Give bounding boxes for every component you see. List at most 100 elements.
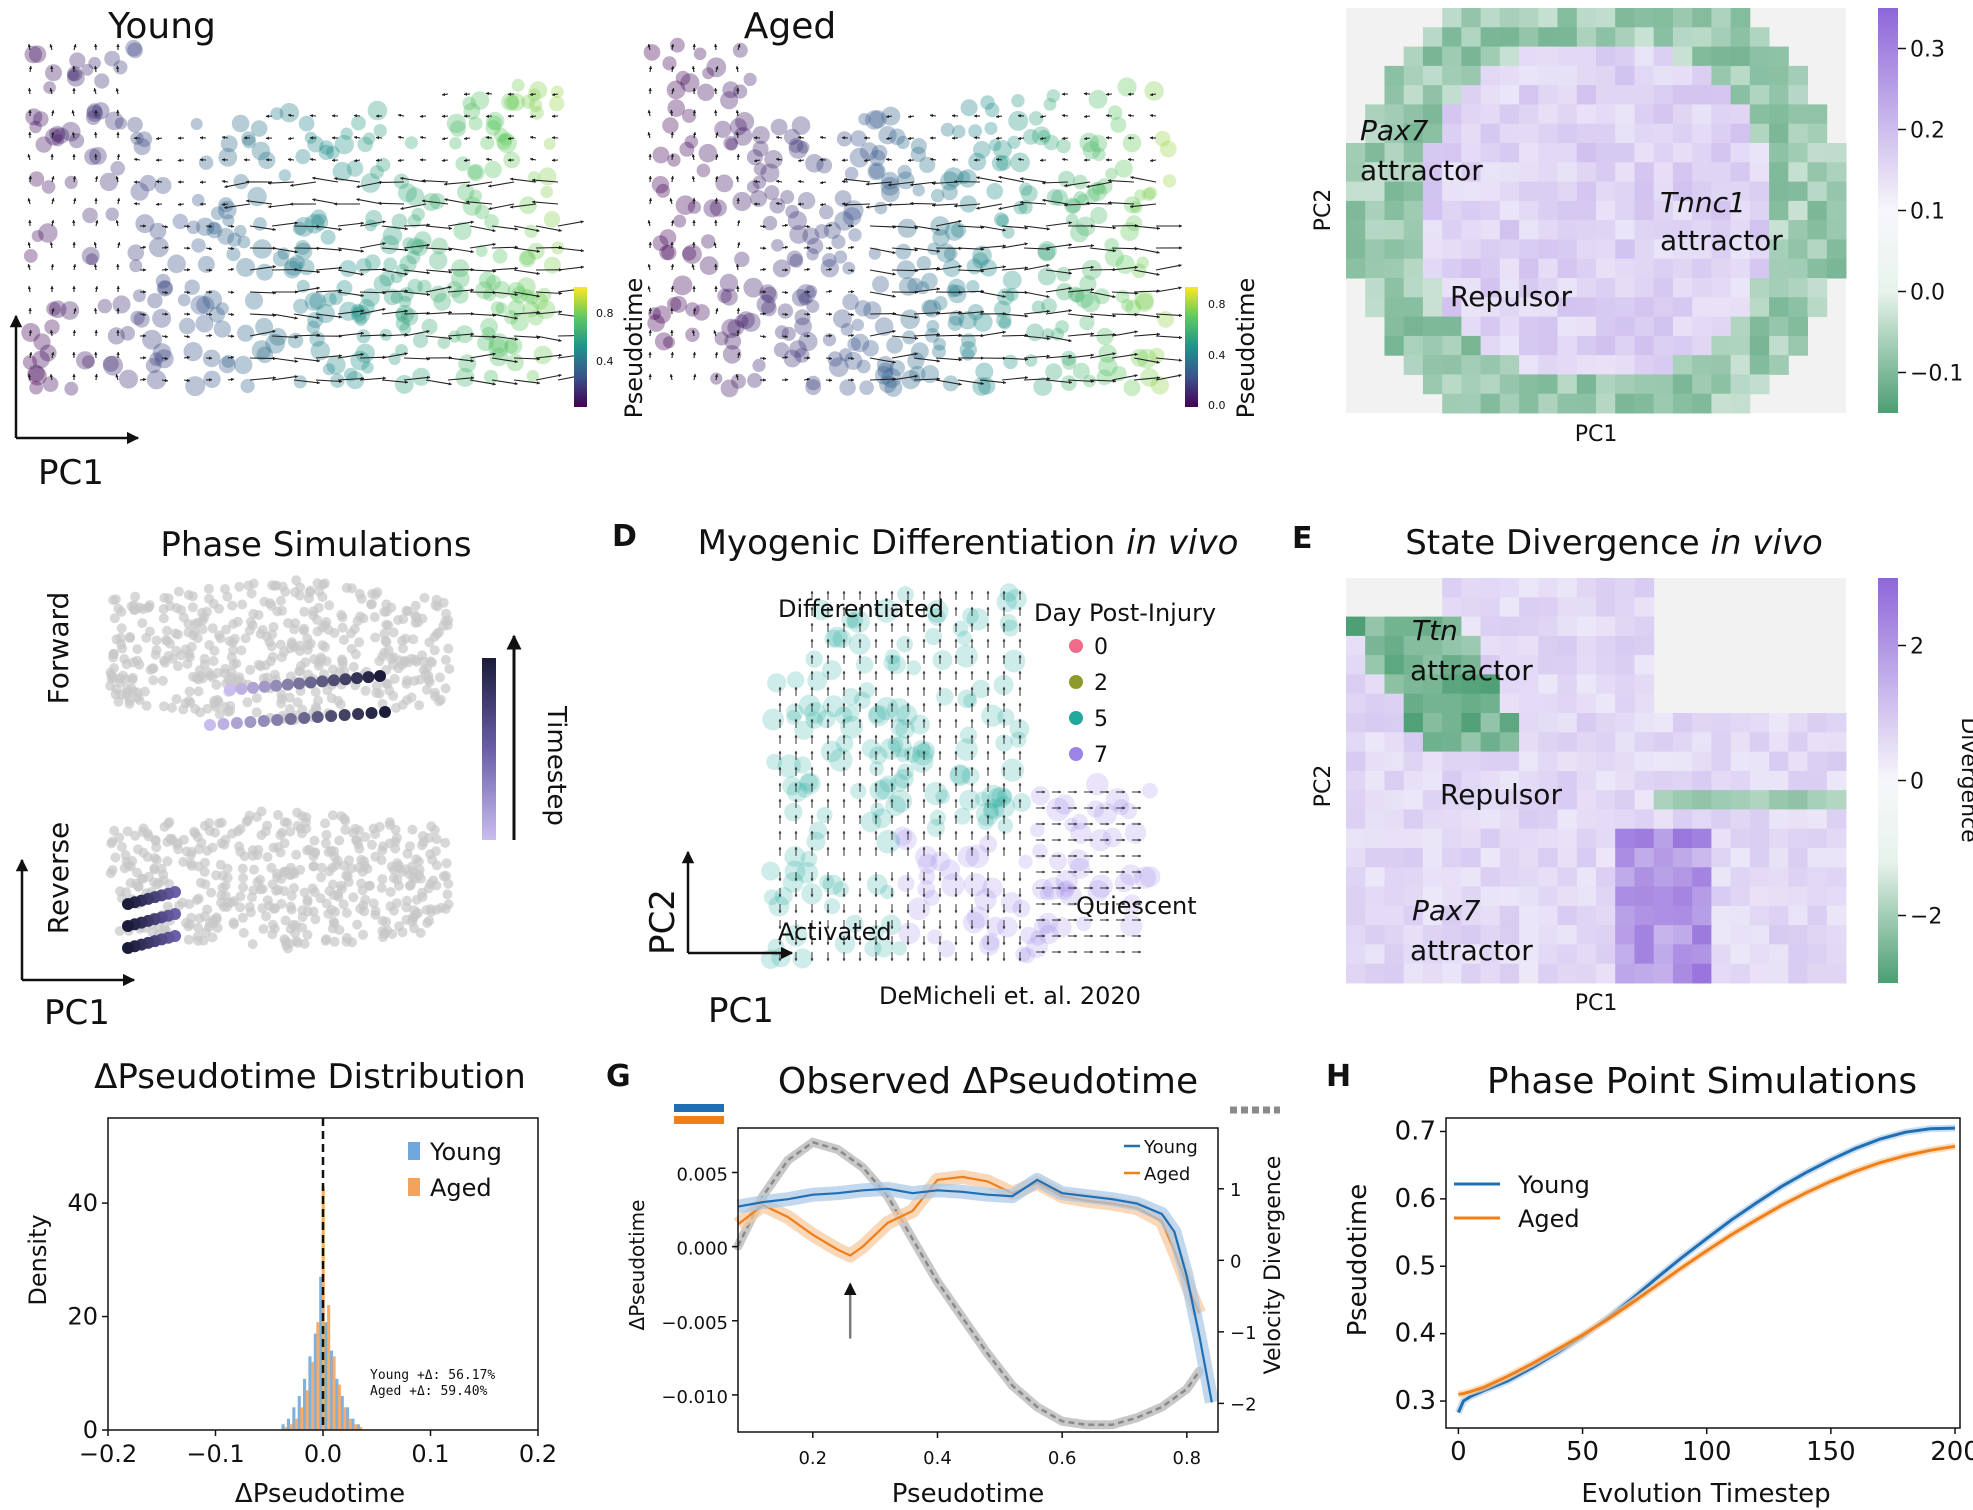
heat-e-cell <box>1596 635 1616 656</box>
phase-sim-cell <box>350 823 361 834</box>
young-velocity-arrow <box>93 307 98 315</box>
young-cell <box>82 355 95 369</box>
heat-top-cell <box>1442 104 1462 125</box>
heat-e-cell <box>1769 809 1789 830</box>
phase-sim-cell <box>281 940 292 951</box>
aged-velocity-arrow <box>781 245 789 250</box>
young-velocity-arrow <box>491 266 519 271</box>
phase-sim-cell <box>247 939 258 950</box>
young-cell <box>318 144 334 160</box>
aged-velocity-arrow <box>1089 352 1116 359</box>
young-cell <box>119 369 138 389</box>
young-velocity-arrow <box>315 289 343 293</box>
heat-top-cell <box>1538 220 1558 240</box>
phase-sim-cell <box>109 613 120 624</box>
heat-e-cell <box>1634 578 1655 598</box>
heat-e-cell <box>1711 790 1732 810</box>
heat-top-cell <box>1403 181 1424 202</box>
myogenic-cell <box>1067 849 1090 872</box>
aged-cell <box>699 256 719 275</box>
young-velocity-arrow <box>337 352 365 359</box>
phase-sim-cell <box>434 672 445 683</box>
aged-cell <box>1085 188 1100 204</box>
heat-e-cell <box>1807 944 1828 965</box>
young-cell <box>210 206 225 221</box>
young-cell <box>351 115 366 131</box>
myogenic-legend-label: 5 <box>1094 707 1108 732</box>
aged-cell <box>1144 81 1164 101</box>
phase-sim-cell <box>249 864 259 875</box>
heat-top-cell <box>1769 278 1789 298</box>
phase-sim-cell <box>377 874 388 885</box>
young-velocity-arrow <box>425 225 453 230</box>
heat-e-cell <box>1538 635 1558 656</box>
aged-velocity-arrow <box>1001 242 1028 249</box>
heat-e-cell <box>1538 693 1558 714</box>
aged-velocity-arrow <box>819 135 827 140</box>
myogenic-cell <box>959 789 980 811</box>
phase-sim-cell <box>376 882 387 893</box>
young-cell <box>42 376 59 392</box>
young-velocity-arrow <box>377 180 405 185</box>
heat-e-cell <box>1826 713 1847 733</box>
aged-velocity-arrow <box>1133 376 1161 381</box>
aged-velocity-arrow <box>647 263 651 271</box>
phase-sim-cell <box>247 845 258 856</box>
aged-velocity-arrow <box>753 179 761 184</box>
young-velocity-arrow <box>205 224 213 228</box>
young-velocity-arrow <box>311 176 339 183</box>
heat-top-ylabel: PC2 <box>1311 189 1336 232</box>
young-velocity-arrow <box>133 157 141 162</box>
heat-e-cell <box>1826 848 1847 868</box>
heat-e-cell <box>1615 944 1635 965</box>
young-velocity-arrow <box>425 285 452 293</box>
aged-cell <box>968 124 982 138</box>
heat-top-cell <box>1499 104 1520 125</box>
heat-top-cell <box>1653 181 1674 202</box>
phase-sim-cell <box>397 927 408 938</box>
heat-e-cell <box>1403 828 1424 849</box>
heat-top-cell <box>1557 8 1578 28</box>
young-velocity-arrow <box>249 291 277 295</box>
aged-cell <box>896 260 916 280</box>
aged-cell <box>940 171 960 191</box>
aged-velocity-arrow <box>953 203 981 208</box>
aged-cell <box>680 73 700 93</box>
heat-top-cell <box>1480 297 1501 318</box>
young-velocity-arrow <box>28 65 33 73</box>
heat-top-cell <box>1749 220 1770 240</box>
aged-velocity-arrow <box>1089 313 1117 318</box>
young-velocity-arrow <box>491 335 519 341</box>
aged-velocity-arrow <box>1023 354 1051 359</box>
aged-cell <box>868 110 887 129</box>
aged-cell <box>802 227 820 245</box>
phase-sim-cell <box>178 704 189 715</box>
heat-e-cell <box>1538 963 1558 984</box>
phase-sim-cell <box>337 612 348 623</box>
young-cell <box>190 118 203 130</box>
heat-top-cell <box>1730 355 1751 375</box>
aged-cell <box>730 373 746 389</box>
heat-e-cell <box>1346 867 1366 888</box>
young-cell <box>82 207 98 224</box>
young-velocity-arrow <box>403 330 430 337</box>
heat-top-cell <box>1749 181 1770 202</box>
aged-cell <box>998 316 1012 330</box>
heat-top-cell <box>1422 316 1443 337</box>
young-velocity-arrow <box>447 220 475 227</box>
heat-e-cell <box>1557 655 1578 675</box>
aged-cell <box>996 214 1010 228</box>
young-velocity-arrow <box>337 291 365 297</box>
heat-top-cell <box>1576 181 1597 202</box>
aged-cell <box>724 332 742 350</box>
aged-cell <box>944 221 964 241</box>
aged-velocity-arrow <box>736 153 740 161</box>
heat-top-cell <box>1672 335 1693 356</box>
young-cell <box>504 340 518 354</box>
aged-cell <box>735 112 755 132</box>
young-cell <box>177 293 191 307</box>
young-velocity-arrow <box>227 377 235 382</box>
heat-top-cell <box>1826 162 1847 183</box>
obs-y2tick-label: −2 <box>1230 1394 1257 1415</box>
heat-e-cell <box>1461 732 1482 753</box>
